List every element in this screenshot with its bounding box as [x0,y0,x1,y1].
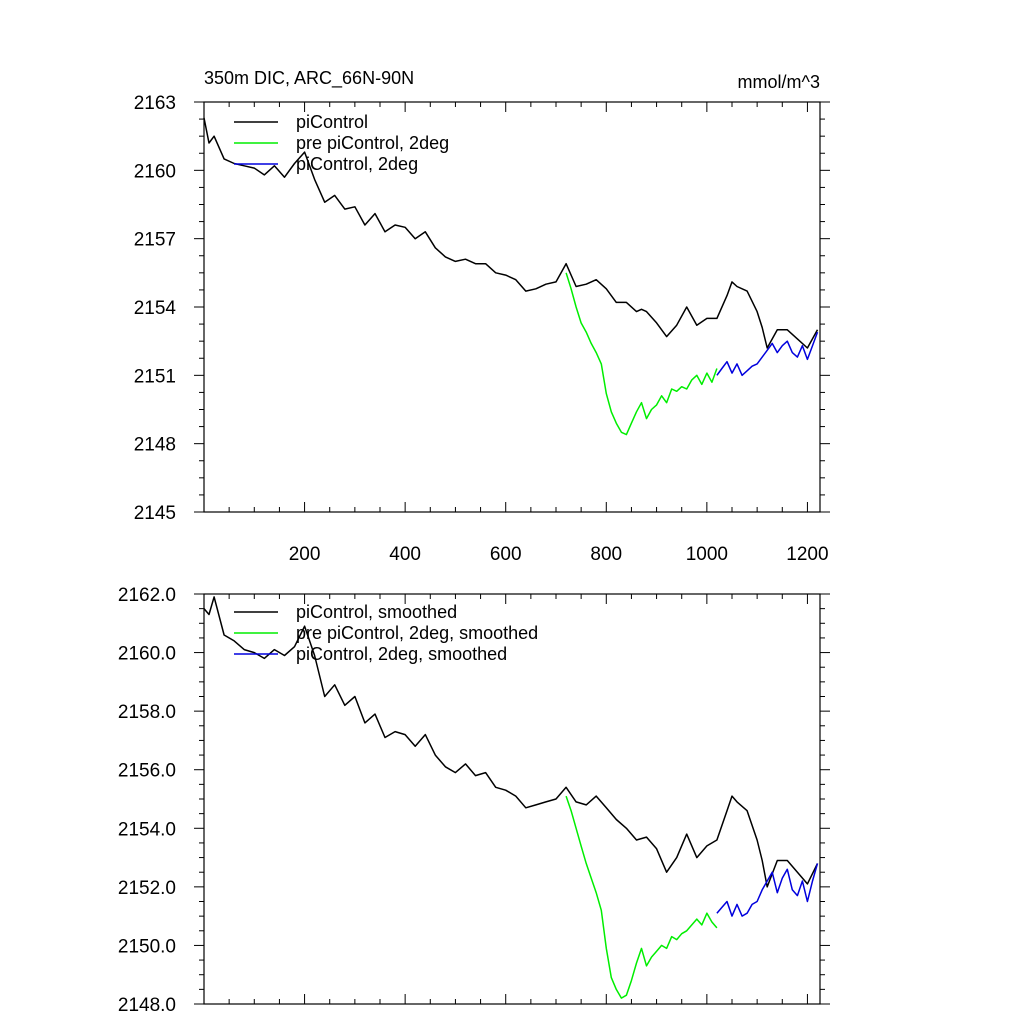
y-tick-label: 2148 [134,435,176,456]
top-chart-axes: 200 400 600 800 1000 1200 2145 2148 2151 2154 2157… [134,93,830,565]
x-tick-label: 600 [490,544,522,565]
top-chart-title: 350m DIC, ARC_66N-90N [204,68,414,89]
bottom-chart-panel: 2148.0 2150.0 2152.0 2154.0 2156.0 2158.0 2160… [118,585,830,1016]
y-tick-label: 2162.0 [118,585,176,606]
y-tick-label: 2145 [134,503,176,524]
y-tick-label: 2158.0 [118,702,176,723]
legend-label: piControl [296,112,368,132]
x-tick-label: 1200 [786,544,828,565]
legend-label: piControl, 2deg, smoothed [296,644,507,664]
top-chart-panel: 350m DIC, ARC_66N-90N mmol/m^3 200 400 600… [134,68,830,565]
x-tick-label: 200 [289,544,321,565]
y-tick-label: 2150.0 [118,936,176,957]
y-tick-label: 2157 [134,230,176,251]
picontrol-smoothed-line [203,596,819,888]
legend-label: piControl, 2deg [296,154,418,174]
top-chart-units: mmol/m^3 [738,72,820,92]
picontrol-line [203,117,819,349]
y-tick-label: 2163 [134,93,176,114]
y-tick-label: 2151 [134,366,176,387]
bottom-chart-axes: 2148.0 2150.0 2152.0 2154.0 2156.0 2158.0 2160… [118,585,830,1016]
legend-label: pre piControl, 2deg, smoothed [296,623,538,643]
bottom-chart-series [203,596,819,999]
y-tick-label: 2154 [134,298,177,319]
pre-picontrol-2deg-smoothed-line [565,795,718,999]
y-tick-label: 2148.0 [118,995,176,1016]
y-tick-label: 2160 [134,161,176,182]
top-chart-series [203,117,819,436]
legend-label: piControl, smoothed [296,602,457,622]
y-tick-label: 2154.0 [118,819,176,840]
x-tick-label: 1000 [686,544,728,565]
pre-picontrol-2deg-line [565,272,718,436]
y-tick-label: 2152.0 [118,878,176,899]
y-tick-label: 2160.0 [118,644,176,665]
picontrol-2deg-line [716,331,819,377]
picontrol-2deg-smoothed-line [716,863,819,917]
y-tick-label: 2156.0 [118,761,176,782]
x-tick-label: 800 [590,544,622,565]
x-tick-label: 400 [389,544,421,565]
legend-label: pre piControl, 2deg [296,133,449,153]
